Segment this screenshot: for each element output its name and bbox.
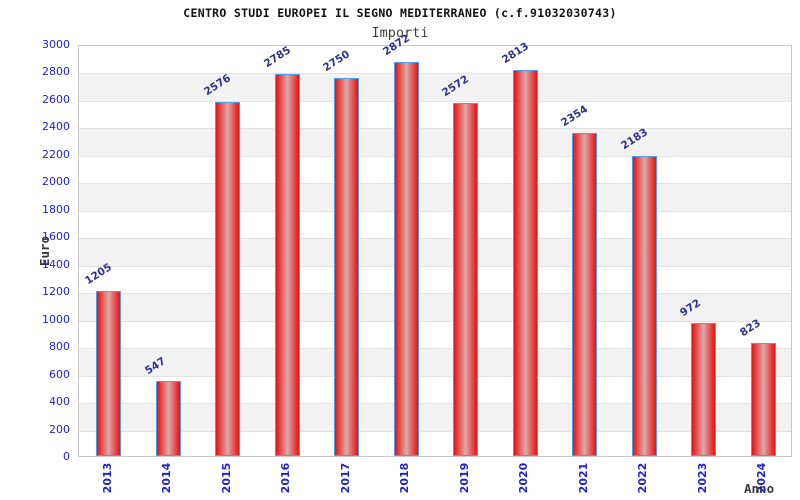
y-tick-label: 2200 <box>42 147 70 161</box>
x-tick-label: 2024 <box>755 462 769 494</box>
background-band <box>79 348 791 376</box>
bar-2014 <box>155 381 181 456</box>
y-tick-label: 0 <box>63 450 70 463</box>
x-tick-label: 2015 <box>219 462 233 494</box>
y-tick-label: 600 <box>49 367 70 381</box>
y-tick-label: 2400 <box>42 120 70 134</box>
x-tick-label: 2014 <box>160 462 174 494</box>
plot-area <box>78 45 792 457</box>
bar-2017 <box>334 78 360 456</box>
background-band <box>79 320 791 349</box>
background-band <box>79 265 791 294</box>
y-tick-label: 200 <box>49 422 70 436</box>
background-band <box>79 73 791 101</box>
y-tick-label: 2600 <box>42 92 70 106</box>
background-band <box>79 155 791 184</box>
y-tick-label: 1800 <box>42 202 70 216</box>
y-tick-label: 1200 <box>42 285 70 299</box>
background-band <box>79 293 791 321</box>
background-band <box>79 183 791 211</box>
background-band <box>79 46 791 74</box>
x-tick-label: 2022 <box>636 462 650 494</box>
x-tick-label: 2023 <box>695 462 709 494</box>
y-tick-label: 1000 <box>42 312 70 326</box>
x-tick-label: 2018 <box>398 462 412 494</box>
y-tick-label: 800 <box>49 340 70 354</box>
background-band <box>79 375 791 404</box>
y-tick-label: 400 <box>49 395 70 409</box>
background-band <box>79 238 791 266</box>
y-tick-label: 1600 <box>42 230 70 244</box>
bar-2023 <box>691 323 717 456</box>
x-axis-title: Anno <box>744 481 775 496</box>
bar-2020 <box>512 70 538 456</box>
bar-2016 <box>274 74 300 456</box>
y-tick-label: 1400 <box>42 257 70 271</box>
bar-2024 <box>750 343 776 456</box>
x-tick-label: 2021 <box>576 462 590 494</box>
background-band <box>79 100 791 129</box>
bar-2013 <box>96 291 122 456</box>
background-band <box>79 128 791 156</box>
y-tick-label: 3000 <box>42 38 70 51</box>
x-tick-label: 2019 <box>457 462 471 494</box>
bar-2021 <box>572 133 598 456</box>
chart-subtitle: Importi <box>371 25 429 41</box>
background-band <box>79 403 791 431</box>
chart-title: CENTRO STUDI EUROPEI IL SEGNO MEDITERRAN… <box>183 6 617 20</box>
background-band <box>79 430 791 456</box>
bar-2022 <box>631 156 657 456</box>
y-tick-label: 2000 <box>42 175 70 189</box>
y-tick-label: 2800 <box>42 65 70 79</box>
bar-2018 <box>393 62 419 456</box>
bar-2019 <box>453 103 479 456</box>
x-tick-label: 2013 <box>100 462 114 494</box>
x-tick-label: 2016 <box>279 462 293 494</box>
x-tick-label: 2020 <box>517 462 531 494</box>
background-band <box>79 210 791 239</box>
bar-2015 <box>215 102 241 456</box>
x-tick-label: 2017 <box>338 462 352 494</box>
